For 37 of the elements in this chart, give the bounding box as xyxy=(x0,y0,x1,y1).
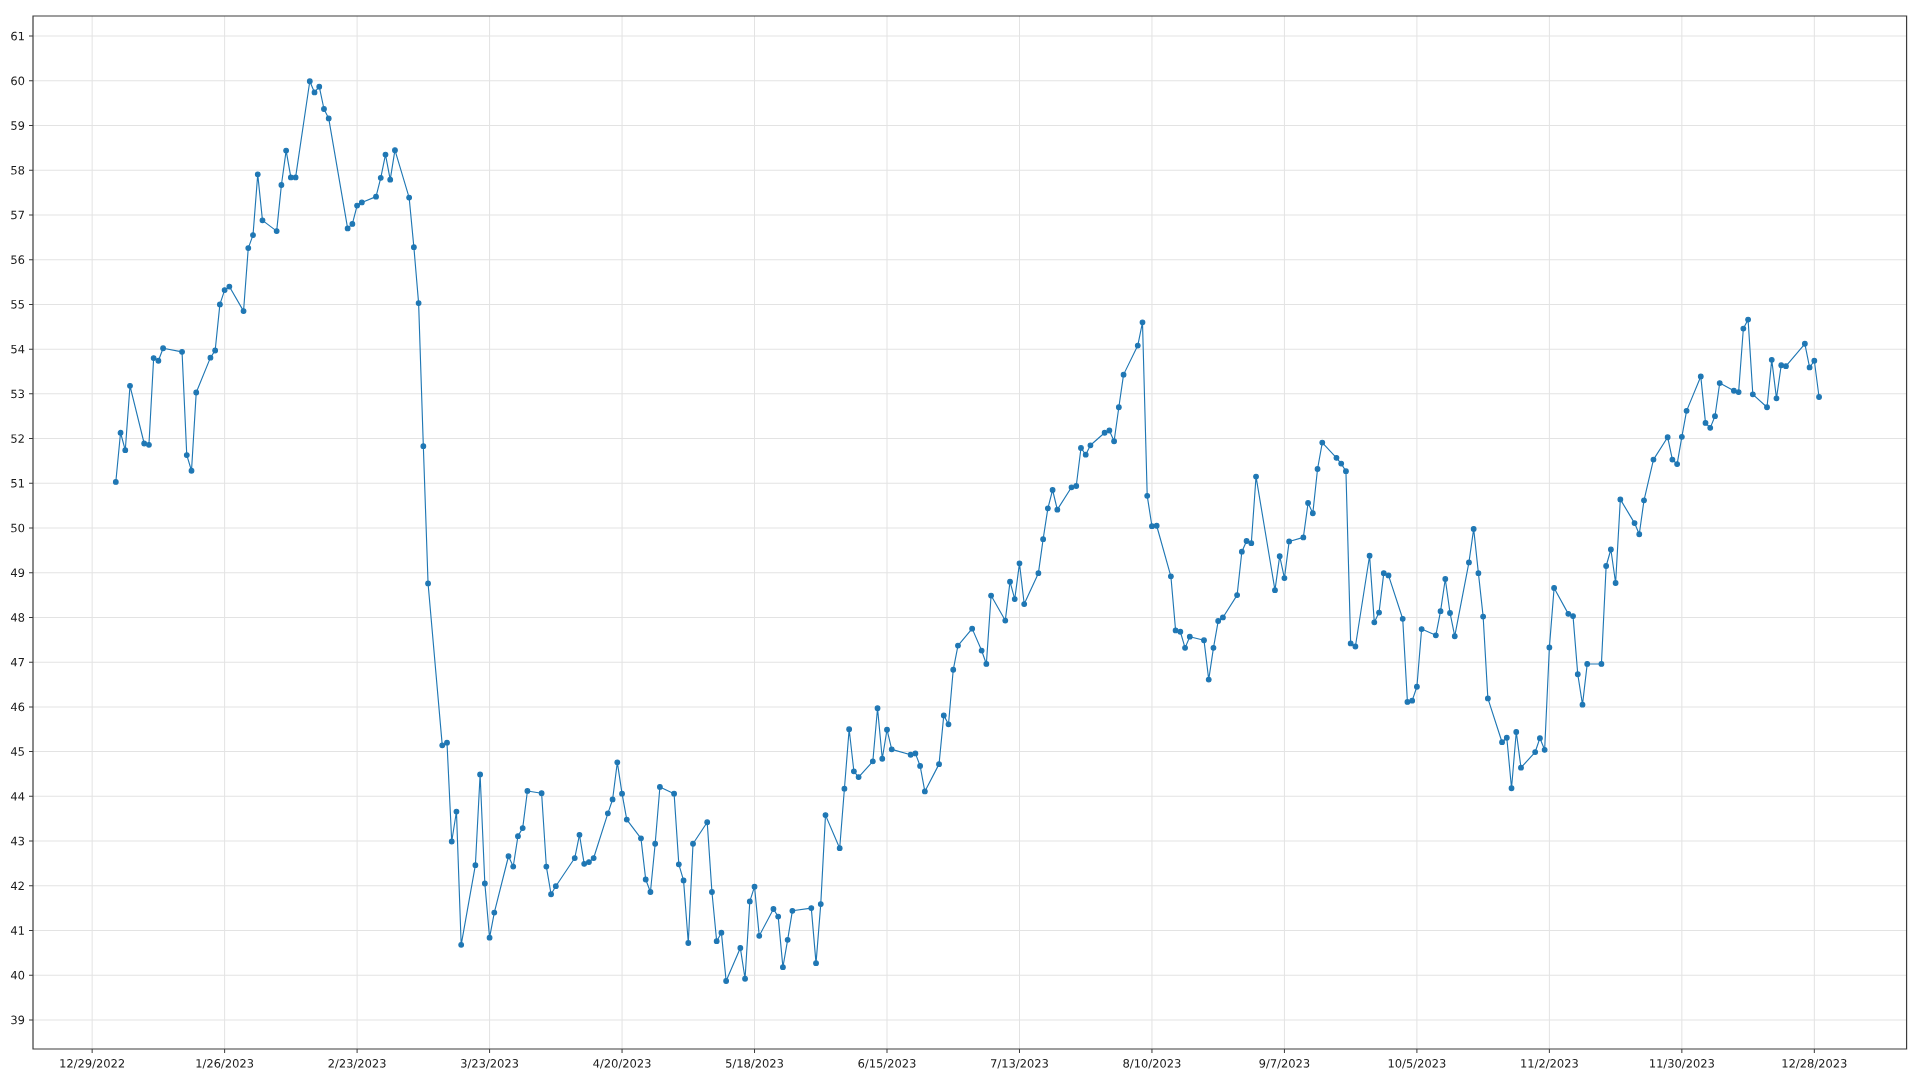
y-tick-label: 50 xyxy=(11,523,25,533)
x-tick-label: 6/15/2023 xyxy=(858,1059,916,1069)
y-tick-label: 46 xyxy=(10,702,25,712)
x-tick-label: 5/18/2023 xyxy=(726,1059,783,1069)
y-tick-label: 58 xyxy=(11,165,25,175)
y-tick-label: 47 xyxy=(10,658,24,667)
y-tick-label: 41 xyxy=(10,926,24,935)
y-tick-label: 61 xyxy=(11,31,24,41)
y-tick-label: 48 xyxy=(10,613,25,622)
y-tick-label: 56 xyxy=(11,255,25,265)
x-tick-label: 1/26/2023 xyxy=(196,1059,254,1069)
y-tick-label: 43 xyxy=(10,836,25,846)
x-tick-label: 10/5/2023 xyxy=(1388,1059,1446,1069)
x-tick-label: 4/20/2023 xyxy=(593,1059,651,1069)
x-tick-label: 9/7/2023 xyxy=(1259,1059,1310,1069)
y-tick-label: 45 xyxy=(10,747,24,756)
x-tick-label: 2/23/2023 xyxy=(328,1059,386,1069)
y-tick-label: 52 xyxy=(11,434,24,443)
y-tick-label: 57 xyxy=(11,210,24,220)
x-tick-label: 11/30/2023 xyxy=(1650,1059,1714,1069)
x-tick-label: 7/13/2023 xyxy=(991,1059,1048,1069)
x-tick-label: 3/23/2023 xyxy=(461,1059,519,1069)
x-tick-label: 11/2/2023 xyxy=(1521,1059,1578,1069)
y-tick-label: 42 xyxy=(10,881,24,891)
x-tick-label: 8/10/2023 xyxy=(1123,1059,1181,1069)
y-tick-label: 49 xyxy=(10,568,25,578)
y-tick-label: 40 xyxy=(10,970,25,980)
y-tick-label: 51 xyxy=(11,479,24,488)
y-tick-label: 53 xyxy=(11,389,25,399)
x-tick-label: 12/29/2022 xyxy=(60,1059,125,1069)
y-tick-label: 54 xyxy=(11,344,25,354)
x-tick-label: 12/28/2023 xyxy=(1782,1059,1847,1069)
y-tick-label: 59 xyxy=(11,121,25,130)
y-tick-label: 55 xyxy=(11,300,24,309)
y-tick-label: 60 xyxy=(11,76,25,86)
y-tick-label: 44 xyxy=(10,792,25,801)
y-tick-label: 39 xyxy=(11,1015,25,1025)
